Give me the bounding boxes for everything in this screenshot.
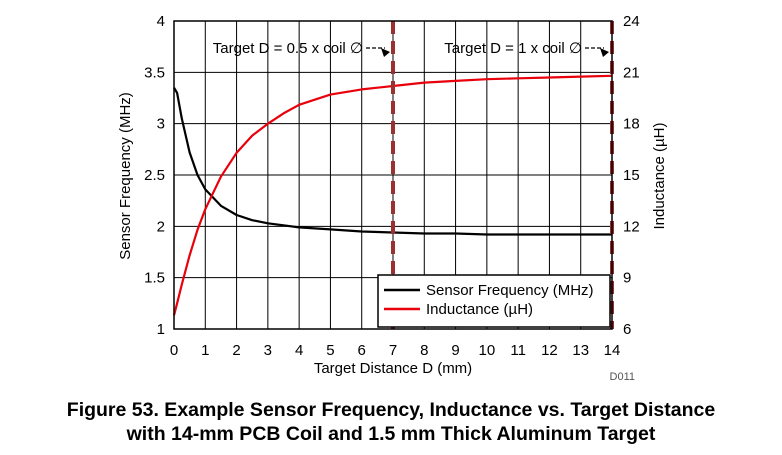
x-tick-label-6: 6 <box>358 342 366 359</box>
y-right-tick-labels: 6 9 12 15 18 21 24 <box>623 13 640 338</box>
legend-label-0: Sensor Frequency (MHz) <box>426 282 594 299</box>
y-left-tick-label-1: 1.5 <box>144 270 165 287</box>
y-right-axis-label: Inductance (µH) <box>651 122 668 229</box>
x-tick-label-8: 8 <box>420 342 428 359</box>
y-left-tick-labels: 1 1.5 2 2.5 3 3.5 4 <box>144 13 165 338</box>
y-left-tick-label-0: 1 <box>157 321 165 338</box>
chart-series <box>172 74 613 316</box>
x-tick-label-12: 12 <box>541 342 558 359</box>
y-right-tick-label-3: 15 <box>623 167 640 184</box>
legend-label-1: Inductance (µH) <box>426 301 533 318</box>
x-tick-label-0: 0 <box>170 342 178 359</box>
chart: 0 1 2 3 4 5 6 7 8 9 10 11 12 13 14 11.522.533.54 69121… <box>117 13 668 383</box>
x-tick-label-13: 13 <box>572 342 589 359</box>
x-tick-label-3: 3 <box>264 342 272 359</box>
y-right-tick-label-2: 12 <box>623 218 640 235</box>
figure-caption: Figure 53. Example Sensor Frequency, Ind… <box>0 398 782 446</box>
x-tick-label-14: 14 <box>604 342 621 359</box>
legend: Sensor Frequency (MHz) Inductance (µH) <box>377 274 611 328</box>
plot-frame <box>173 20 613 330</box>
x-tick-label-2: 2 <box>232 342 240 359</box>
figure-code: D011 <box>610 371 635 383</box>
y-left-tick-label-5: 3.5 <box>144 64 165 81</box>
legend-box <box>377 274 611 328</box>
annotation-arrow-head-1 <box>600 48 609 57</box>
sensor-frequency-line <box>173 87 612 236</box>
x-tick-label-5: 5 <box>326 342 334 359</box>
y-left-tick-label-2: 2 <box>157 218 165 235</box>
y-left-axis-label: Sensor Frequency (MHz) <box>117 92 134 260</box>
y-left-tick-label-3: 2.5 <box>144 167 165 184</box>
annotation-label-0: Target D = 0.5 x coil ∅ <box>213 40 363 57</box>
caption-line-2: with 14-mm PCB Coil and 1.5 mm Thick Alu… <box>126 423 656 445</box>
x-axis-label: Target Distance D (mm) <box>314 360 472 377</box>
x-tick-label-7: 7 <box>389 342 397 359</box>
annotation-label-1: Target D = 1 x coil ∅ <box>444 40 582 57</box>
x-tick-label-1: 1 <box>201 342 209 359</box>
y-left-tick-label-6: 4 <box>157 13 165 30</box>
x-tick-label-9: 9 <box>451 342 459 359</box>
y-right-tick-label-0: 6 <box>623 321 631 338</box>
annotation-arrow-head-0 <box>381 48 390 57</box>
inductance-line <box>172 74 613 316</box>
x-tick-label-11: 11 <box>510 342 526 359</box>
y-right-tick-label-4: 18 <box>623 116 640 133</box>
x-tick-labels: 0 1 2 3 4 5 6 7 8 9 10 11 12 13 14 <box>170 342 621 359</box>
x-tick-label-4: 4 <box>295 342 303 359</box>
caption-line-1: Figure 53. Example Sensor Frequency, Ind… <box>66 399 716 421</box>
y-right-tick-label-5: 21 <box>623 64 640 81</box>
y-right-tick-label-1: 9 <box>623 270 631 287</box>
y-right-tick-label-6: 24 <box>623 13 640 30</box>
x-tick-label-10: 10 <box>479 342 496 359</box>
y-left-tick-label-4: 3 <box>157 116 165 133</box>
annotations: Target D = 0.5 x coil ∅ Target D = 1 x co… <box>213 40 609 57</box>
